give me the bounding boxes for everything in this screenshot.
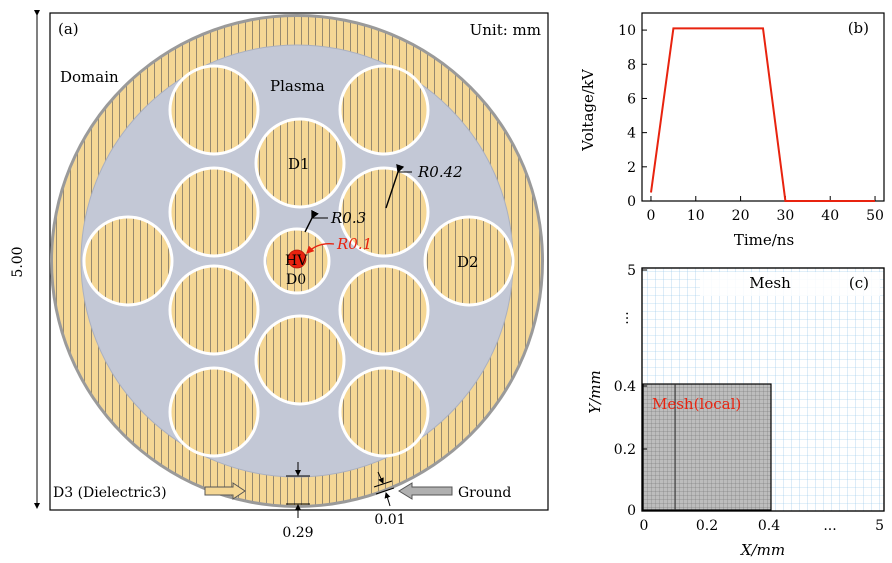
b-xtick-label: 10 [687, 208, 705, 224]
mesh-local-region [642, 383, 772, 511]
b-xtick-label: 40 [821, 208, 839, 224]
c-ytick: 5 [627, 263, 636, 279]
rod-d1 [254, 117, 346, 209]
voltage-series-line [650, 27, 875, 202]
rod [338, 64, 430, 156]
panel-c-xlabel: X/mm [740, 541, 785, 559]
panel-b-ylabel: Voltage/kV [579, 68, 597, 152]
dimension-side-label: 5.00 [10, 246, 26, 277]
rod-d2 [423, 215, 515, 307]
rod [254, 314, 346, 406]
c-xtick: 0.4 [758, 518, 780, 534]
dim-001-label: 0.01 [374, 512, 405, 528]
c-ytick: ... [616, 311, 632, 324]
panel-c-label: (c) [849, 274, 869, 292]
b-ytick-label: 0 [627, 194, 636, 210]
d2-label: D2 [457, 253, 479, 271]
rod [338, 166, 430, 258]
c-xtick: ... [823, 518, 836, 534]
dim-001-arrow-a [377, 471, 384, 484]
c-xtick: 0.2 [696, 518, 718, 534]
unit-label: Unit: mm [470, 21, 541, 39]
dim-001-tick-b [375, 487, 395, 495]
b-ytick-label: 8 [627, 57, 636, 73]
rod [338, 366, 430, 458]
dim-001-arrow-b [384, 492, 391, 507]
plasma-label: Plasma [270, 77, 325, 95]
r03-arrow [304, 209, 319, 233]
dielectric-rods [82, 64, 515, 458]
panel-c-ylabel: Y/mm [586, 370, 604, 413]
b-ytick-label: 2 [627, 160, 636, 176]
c-ytick: 0 [627, 503, 636, 519]
r01-arrow [306, 243, 335, 254]
b-xtick-label: 20 [732, 208, 750, 224]
c-xtick: 0 [640, 518, 649, 534]
panel-b-frame [641, 12, 885, 202]
rod [168, 64, 260, 156]
rod [168, 366, 260, 458]
b-xtick-label: 0 [647, 208, 656, 224]
d3-arrow [204, 482, 246, 500]
rod [338, 264, 430, 356]
dim-029-label: 0.29 [282, 525, 313, 541]
mesh-header-backdrop [700, 272, 880, 296]
panel-a-label: (a) [58, 20, 79, 38]
panel-c-frame [641, 267, 885, 512]
panel-b-chart: 0 10 20 30 40 50 0 2 4 6 8 10 (b) Time/ns Voltage/k… [579, 12, 885, 249]
b-xtick-label: 50 [866, 208, 884, 224]
ground-arrow [398, 482, 453, 500]
panel-c-mesh: Mesh (c) Mesh(local) 0 0.2 0.4 ... 5 0 0… [586, 263, 885, 559]
c-ytick: 0.4 [614, 379, 636, 395]
c-ytick: 0.2 [614, 442, 636, 458]
d3-label: D3 (Dielectric3) [53, 485, 167, 501]
mesh-local-label: Mesh(local) [652, 395, 741, 413]
r03-label: R0.3 [330, 209, 366, 227]
dim-001-tick-a [373, 480, 393, 488]
mesh-title: Mesh [749, 274, 791, 292]
panel-b-xlabel: Time/ns [734, 231, 794, 249]
panel-c-yticks: 0 0.2 0.4 ... 5 [614, 263, 647, 519]
r042-label: R0.42 [417, 163, 463, 181]
domain-label: Domain [60, 68, 119, 86]
rod [168, 166, 260, 258]
d1-label: D1 [288, 155, 310, 173]
panel-b-label: (b) [848, 19, 869, 37]
b-ytick-label: 10 [618, 23, 636, 39]
b-ytick-label: 4 [627, 126, 636, 142]
r01-label: R0.1 [336, 235, 372, 253]
d0-label: D0 [286, 272, 306, 288]
hv-electrode [287, 249, 307, 269]
panel-a: 5.00 (a) Unit: mm Domain Plasma [10, 10, 549, 541]
panel-c-xticks: 0 0.2 0.4 ... 5 [640, 518, 884, 534]
b-ytick-label: 6 [627, 91, 636, 107]
hv-label: HV [285, 253, 308, 269]
rod [82, 215, 174, 307]
rod [168, 264, 260, 356]
panel-b-ticks: 0 10 20 30 40 50 0 2 4 6 8 10 [618, 23, 884, 224]
b-xtick-label: 30 [776, 208, 794, 224]
c-xtick: 5 [875, 518, 884, 534]
ground-label: Ground [458, 485, 511, 501]
r042-arrow [385, 164, 405, 209]
